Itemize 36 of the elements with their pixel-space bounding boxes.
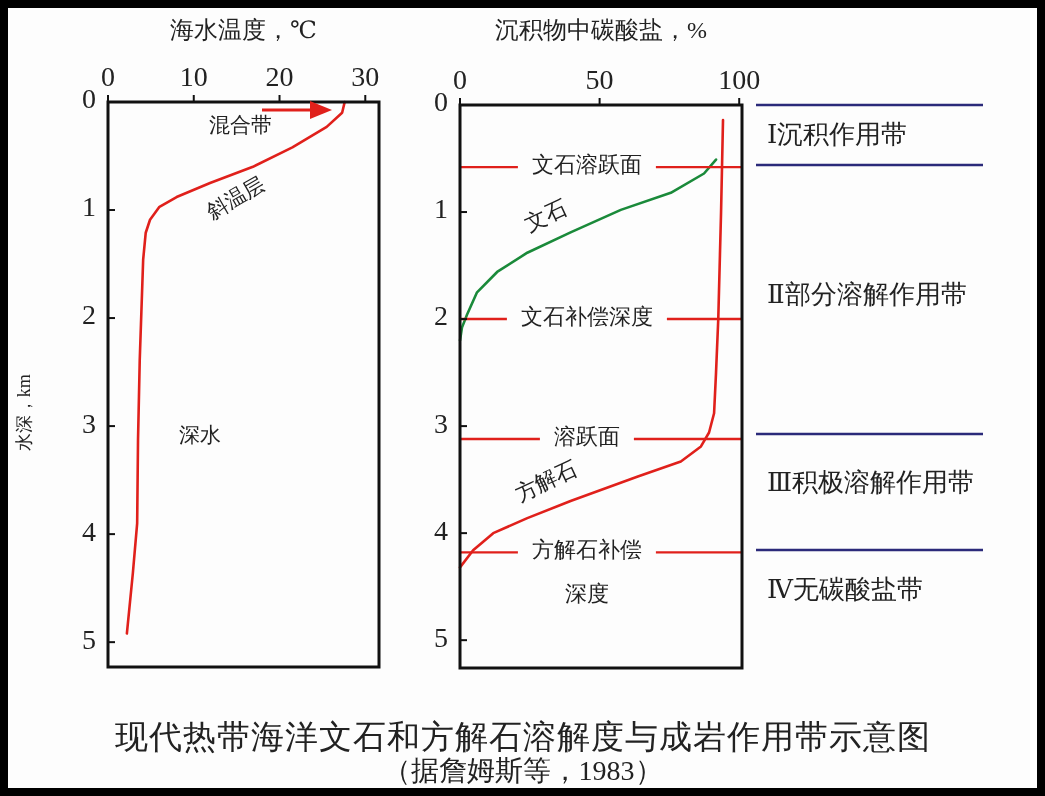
ref-line-label: 溶跃面	[553, 423, 620, 449]
annotation: 斜温层	[202, 171, 270, 225]
text: Ⅲ积极溶解作用带	[767, 467, 975, 497]
text: Ⅳ无碳酸盐带	[767, 574, 923, 604]
annotation: 深水	[179, 422, 221, 447]
text: Ⅰ沉积作用带	[767, 119, 908, 149]
ref-line-label: 文石溶跃面	[531, 152, 642, 178]
y-tick-label: 2	[434, 300, 448, 332]
text: （据詹姆斯等，1983）	[382, 755, 663, 786]
y-tick-label: 3	[82, 407, 96, 439]
annotation: 混合带	[208, 112, 272, 137]
x-tick-label: 100	[718, 64, 761, 95]
x-axis-title: 海水温度，℃	[170, 17, 317, 43]
y-tick-label: 3	[434, 407, 448, 439]
y-axis-title: 水深，km	[14, 374, 34, 452]
ref-line-label: 方解石补偿深度	[531, 537, 642, 607]
y-tick-label: 5	[434, 621, 448, 653]
text: 方解石	[511, 455, 582, 507]
y-tick-label: 5	[82, 623, 96, 655]
x-axis-title: 沉积物中碳酸盐，%	[495, 17, 707, 43]
text: Ⅱ部分溶解作用带	[767, 279, 967, 309]
y-tick-label: 4	[434, 514, 448, 546]
x-tick-label: 10	[179, 61, 208, 92]
y-tick-label: 0	[434, 86, 448, 118]
ref-line-label: 文石补偿深度	[520, 304, 653, 330]
x-tick-label: 0	[453, 64, 467, 95]
y-tick-label: 1	[434, 193, 448, 225]
y-tick-label: 2	[82, 299, 96, 331]
x-tick-label: 30	[351, 61, 380, 92]
x-tick-label: 0	[101, 61, 115, 92]
x-tick-label: 50	[585, 64, 614, 95]
y-tick-label: 4	[82, 515, 96, 547]
y-tick-label: 1	[82, 191, 96, 223]
text: 现代热带海洋文石和方解石溶解度与成岩作用带示意图	[114, 719, 931, 755]
text: 文石	[521, 194, 572, 237]
x-tick-label: 20	[265, 61, 294, 92]
